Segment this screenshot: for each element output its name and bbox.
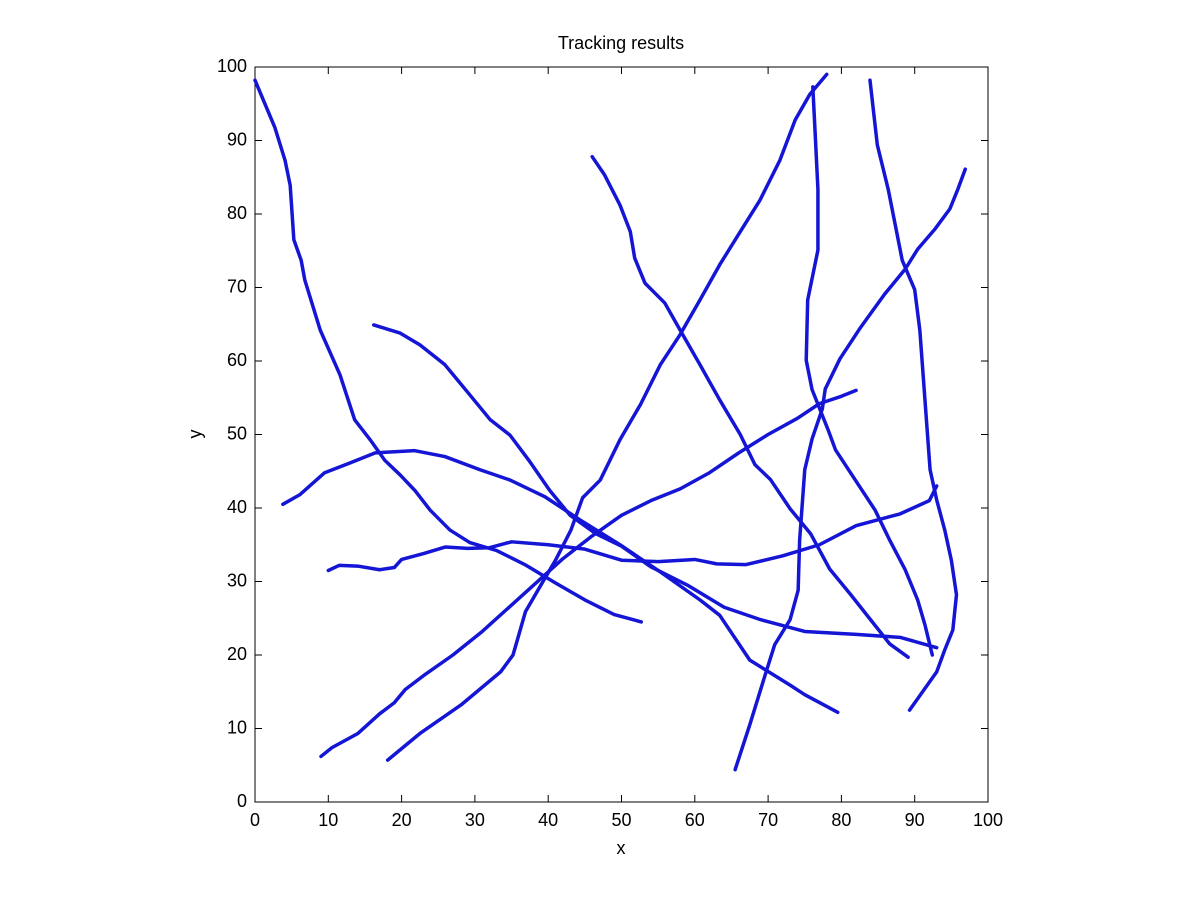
x-tick-label: 60	[685, 810, 705, 830]
y-tick-label: 10	[227, 717, 247, 737]
x-tick-label: 20	[392, 810, 412, 830]
y-tick-label: 20	[227, 644, 247, 664]
x-tick-label: 50	[611, 810, 631, 830]
y-tick-label: 90	[227, 129, 247, 149]
x-tick-label: 10	[318, 810, 338, 830]
track-line	[372, 323, 939, 650]
y-tick-label: 50	[227, 423, 247, 443]
y-tick-label: 70	[227, 276, 247, 296]
track-line	[733, 167, 968, 772]
y-tick-label: 0	[237, 791, 247, 811]
x-tick-label: 100	[973, 810, 1003, 830]
track-line	[319, 388, 858, 759]
x-tick-label: 80	[831, 810, 851, 830]
y-axis-label: y	[185, 430, 205, 439]
x-tick-label: 30	[465, 810, 485, 830]
x-tick-label: 40	[538, 810, 558, 830]
y-tick-label: 80	[227, 203, 247, 223]
track-line	[253, 78, 644, 624]
track-line	[326, 484, 939, 573]
x-tick-label: 90	[905, 810, 925, 830]
chart-title: Tracking results	[558, 33, 684, 53]
track-line	[281, 448, 840, 715]
x-axis-label: x	[617, 838, 626, 858]
y-tick-label: 30	[227, 570, 247, 590]
y-tick-label: 40	[227, 497, 247, 517]
track-line	[868, 78, 959, 712]
y-tick-label: 60	[227, 350, 247, 370]
track-line	[590, 154, 910, 659]
y-tick-label: 100	[217, 56, 247, 76]
track-line	[385, 72, 829, 762]
track-line	[804, 85, 935, 657]
x-tick-label: 0	[250, 810, 260, 830]
x-tick-label: 70	[758, 810, 778, 830]
